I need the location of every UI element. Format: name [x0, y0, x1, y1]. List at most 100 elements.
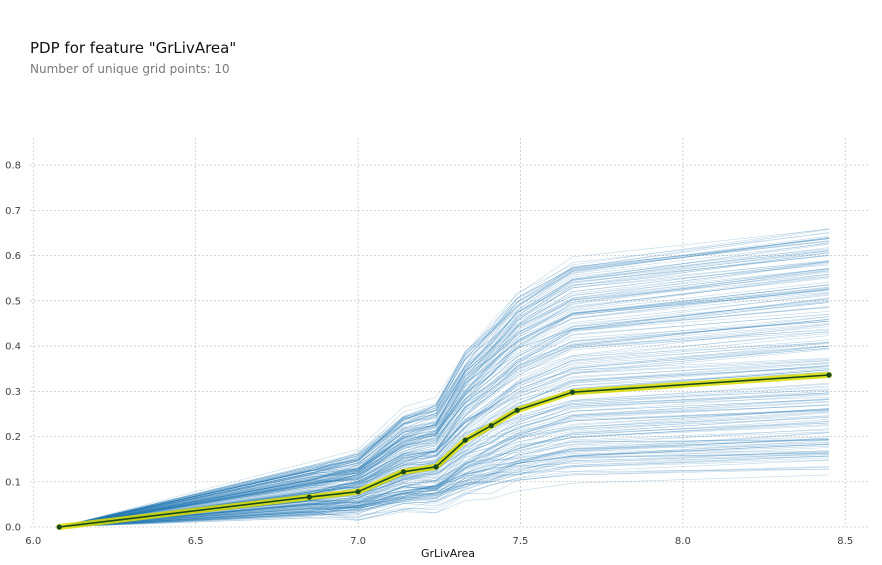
- ice-line: [59, 450, 830, 528]
- ice-line: [59, 235, 830, 528]
- ice-line: [59, 431, 830, 528]
- y-tick-label: 0.7: [5, 206, 21, 217]
- ice-line: [59, 398, 830, 528]
- ice-line: [59, 409, 830, 528]
- ice-line: [59, 284, 830, 528]
- ice-line: [59, 287, 830, 528]
- ice-line: [59, 320, 830, 528]
- ice-line: [59, 365, 830, 528]
- ice-line: [59, 437, 830, 528]
- ice-line: [59, 452, 830, 528]
- ice-line: [59, 389, 830, 528]
- ice-line: [59, 453, 830, 528]
- ice-line: [59, 288, 830, 528]
- pdp-point: [355, 489, 361, 495]
- ice-line: [59, 401, 830, 528]
- y-tick-label: 0.0: [5, 523, 21, 534]
- ice-line: [59, 260, 830, 528]
- ice-line: [59, 298, 830, 528]
- ice-line: [59, 288, 830, 528]
- ice-line: [59, 444, 830, 528]
- ice-line: [59, 455, 830, 528]
- ice-line: [59, 232, 830, 528]
- ice-line: [59, 335, 830, 528]
- ice-line: [59, 454, 830, 528]
- y-tick-label: 0.4: [5, 342, 21, 353]
- ice-line: [59, 404, 830, 528]
- ice-line: [59, 331, 830, 528]
- ice-line: [59, 411, 830, 528]
- ice-line: [59, 342, 830, 528]
- y-tick-label: 0.2: [5, 432, 21, 443]
- x-tick-label: 6.5: [188, 536, 204, 547]
- ice-line: [59, 254, 830, 528]
- ice-line: [59, 228, 830, 528]
- ice-line: [59, 268, 830, 528]
- ice-line: [59, 302, 830, 528]
- ice-line: [59, 439, 830, 528]
- ice-line: [59, 436, 830, 528]
- pdp-point: [488, 423, 494, 429]
- ice-line: [59, 271, 830, 528]
- ice-line: [59, 440, 830, 528]
- ice-line: [59, 277, 830, 528]
- ice-line: [59, 263, 830, 528]
- ice-line: [59, 432, 830, 528]
- ice-line: [59, 242, 830, 528]
- ice-line: [59, 316, 830, 528]
- ice-line: [59, 411, 830, 528]
- ice-line: [59, 474, 830, 528]
- y-tick-label: 0.1: [5, 477, 21, 488]
- ice-line: [59, 273, 830, 528]
- ice-line: [59, 421, 830, 528]
- ice-line: [59, 250, 830, 528]
- x-tick-label: 8.0: [675, 536, 691, 547]
- ice-line: [59, 459, 830, 528]
- ice-line: [59, 445, 830, 528]
- ice-line: [59, 424, 830, 528]
- ice-line: [59, 243, 830, 528]
- ice-line: [59, 415, 830, 528]
- x-axis-label: GrLivArea: [421, 547, 475, 560]
- ice-line: [59, 240, 830, 528]
- ice-line: [59, 415, 830, 528]
- ice-line: [59, 252, 830, 528]
- pdp-point: [56, 524, 62, 530]
- ice-line: [59, 254, 830, 528]
- ice-line: [59, 346, 830, 528]
- ice-line: [59, 409, 830, 528]
- ice-line: [59, 326, 830, 528]
- ice-line: [59, 306, 830, 528]
- ice-line: [59, 289, 830, 528]
- y-tick-label: 0.6: [5, 251, 21, 262]
- ice-line: [59, 247, 830, 528]
- ice-line: [59, 432, 830, 528]
- ice-line: [59, 324, 830, 528]
- ice-line: [59, 318, 830, 528]
- y-tick-label: 0.5: [5, 296, 21, 307]
- ice-line: [59, 455, 830, 528]
- ice-line: [59, 457, 830, 528]
- ice-line: [59, 372, 830, 528]
- ice-line: [59, 311, 830, 528]
- ice-line: [59, 307, 830, 528]
- ice-line: [59, 417, 830, 528]
- ice-line: [59, 331, 830, 528]
- ice-line: [59, 238, 830, 528]
- ice-line: [59, 343, 830, 528]
- ice-line: [59, 333, 830, 528]
- ice-line: [59, 237, 830, 528]
- ice-line: [59, 261, 830, 528]
- ice-line: [59, 466, 830, 528]
- x-tick-label: 7.5: [513, 536, 529, 547]
- y-tick-label: 0.8: [5, 161, 21, 172]
- ice-line: [59, 238, 830, 528]
- ice-line: [59, 324, 830, 528]
- ice-line: [59, 288, 830, 528]
- pdp-point: [400, 469, 407, 475]
- ice-line: [59, 321, 830, 528]
- ice-line: [59, 319, 830, 528]
- ice-line: [59, 401, 830, 528]
- ice-line: [59, 321, 830, 528]
